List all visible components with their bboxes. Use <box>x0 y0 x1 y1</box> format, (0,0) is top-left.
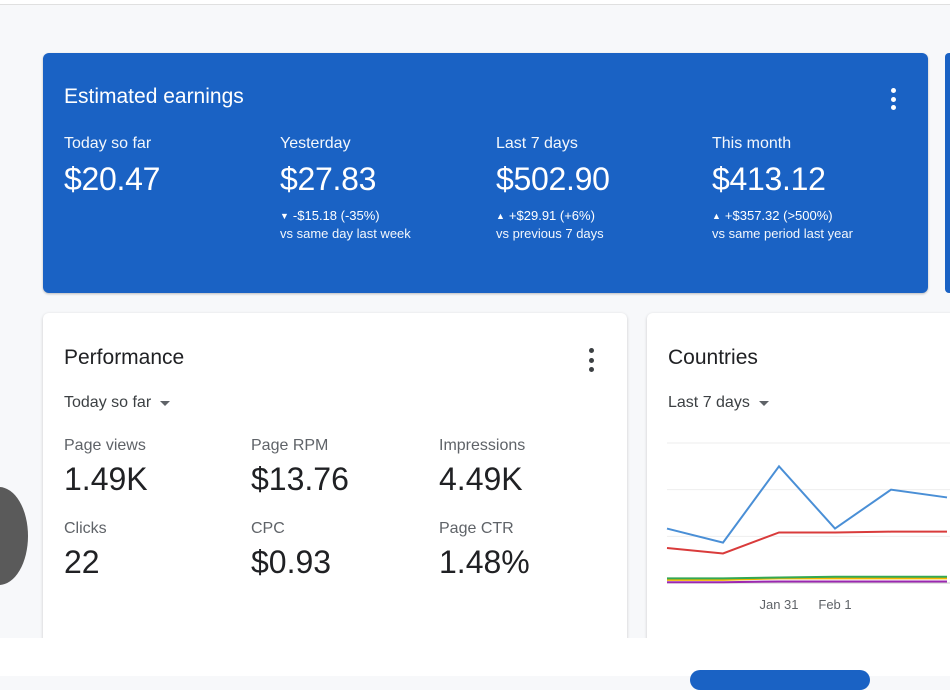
metric-compare: vs same period last year <box>712 226 853 241</box>
stat-value: 1.49K <box>64 461 148 497</box>
triangle-down-icon: ▼ <box>280 211 289 221</box>
stat-value: 22 <box>64 544 100 580</box>
triangle-up-icon: ▲ <box>496 211 505 221</box>
metric-delta: ▲ +$357.32 (>500%) <box>712 208 922 223</box>
floating-action-button[interactable] <box>0 487 28 585</box>
stat-value: 1.48% <box>439 544 530 580</box>
series-line-3[interactable] <box>667 577 947 581</box>
stat-impressions[interactable]: Impressions 4.49K <box>439 437 619 498</box>
stat-label: Clicks <box>64 520 107 537</box>
metric-delta: ▼ -$15.18 (-35%) <box>280 208 490 223</box>
countries-range-dropdown[interactable]: Last 7 days <box>668 394 769 412</box>
metric-compare: vs previous 7 days <box>496 226 604 241</box>
next-card-edge <box>945 53 950 293</box>
chart-x-ticks: Jan 31 Feb 1 <box>759 597 851 612</box>
chart-series <box>666 464 948 584</box>
top-divider <box>0 0 950 5</box>
earnings-title: Estimated earnings <box>64 85 244 108</box>
metric-this-month[interactable]: This month $413.12 ▲ +$357.32 (>500%) vs … <box>712 135 922 241</box>
metric-value: $413.12 <box>712 161 826 197</box>
series-line-2[interactable] <box>666 530 947 555</box>
metric-value: $20.47 <box>64 161 161 197</box>
stat-label: Page RPM <box>251 437 329 454</box>
stat-label: CPC <box>251 520 285 537</box>
metric-compare: vs same day last week <box>280 226 411 241</box>
more-vert-icon[interactable] <box>890 88 896 110</box>
metric-label: This month <box>712 135 792 152</box>
metric-value: $27.83 <box>280 161 377 197</box>
performance-card: Performance Today so far Page views 1.49… <box>43 313 627 653</box>
stat-value: 4.49K <box>439 461 523 497</box>
x-tick-label: Jan 31 <box>759 597 798 612</box>
series-line-5[interactable] <box>667 580 947 584</box>
stat-page-views[interactable]: Page views 1.49K <box>64 437 244 498</box>
delta-text: +$357.32 (>500%) <box>724 208 833 223</box>
range-label: Today so far <box>64 394 152 411</box>
metric-last-7-days[interactable]: Last 7 days $502.90 ▲ +$29.91 (+6%) vs pr… <box>496 135 706 241</box>
chart-grid <box>667 442 950 584</box>
metric-yesterday[interactable]: Yesterday $27.83 ▼ -$15.18 (-35%) vs same… <box>280 135 490 241</box>
stat-label: Impressions <box>439 437 526 454</box>
metric-label: Today so far <box>64 135 152 152</box>
stat-value: $13.76 <box>251 461 349 497</box>
caret-down-icon <box>758 401 769 406</box>
series-line-4[interactable] <box>667 575 947 580</box>
stat-clicks[interactable]: Clicks 22 <box>64 520 244 581</box>
stat-cpc[interactable]: CPC $0.93 <box>251 520 431 581</box>
range-label: Last 7 days <box>668 394 750 411</box>
more-vert-icon[interactable] <box>588 348 594 372</box>
stat-page-rpm[interactable]: Page RPM $13.76 <box>251 437 431 498</box>
triangle-up-icon: ▲ <box>712 211 721 221</box>
series-line-1[interactable] <box>666 464 948 544</box>
stat-label: Page views <box>64 437 146 454</box>
delta-text: +$29.91 (+6%) <box>508 208 595 223</box>
countries-title: Countries <box>668 346 758 369</box>
metric-today[interactable]: Today so far $20.47 <box>64 135 274 198</box>
caret-down-icon <box>160 401 171 406</box>
performance-range-dropdown[interactable]: Today so far <box>64 394 171 412</box>
performance-title: Performance <box>64 346 185 369</box>
countries-card: Countries Last 7 days Jan 31 Feb 1 <box>647 313 950 653</box>
bottom-pill-button[interactable] <box>690 670 870 690</box>
x-tick-label: Feb 1 <box>818 597 851 612</box>
metric-label: Last 7 days <box>496 135 578 152</box>
metric-label: Yesterday <box>280 135 351 152</box>
bottom-area <box>0 638 950 676</box>
countries-line-chart[interactable]: Jan 31 Feb 1 <box>647 433 950 618</box>
estimated-earnings-card: Estimated earnings Today so far $20.47 Y… <box>43 53 928 293</box>
delta-text: -$15.18 (-35%) <box>292 208 380 223</box>
stat-label: Page CTR <box>439 520 514 537</box>
stat-value: $0.93 <box>251 544 332 580</box>
stat-page-ctr[interactable]: Page CTR 1.48% <box>439 520 619 581</box>
metric-delta: ▲ +$29.91 (+6%) <box>496 208 706 223</box>
metric-value: $502.90 <box>496 161 610 197</box>
